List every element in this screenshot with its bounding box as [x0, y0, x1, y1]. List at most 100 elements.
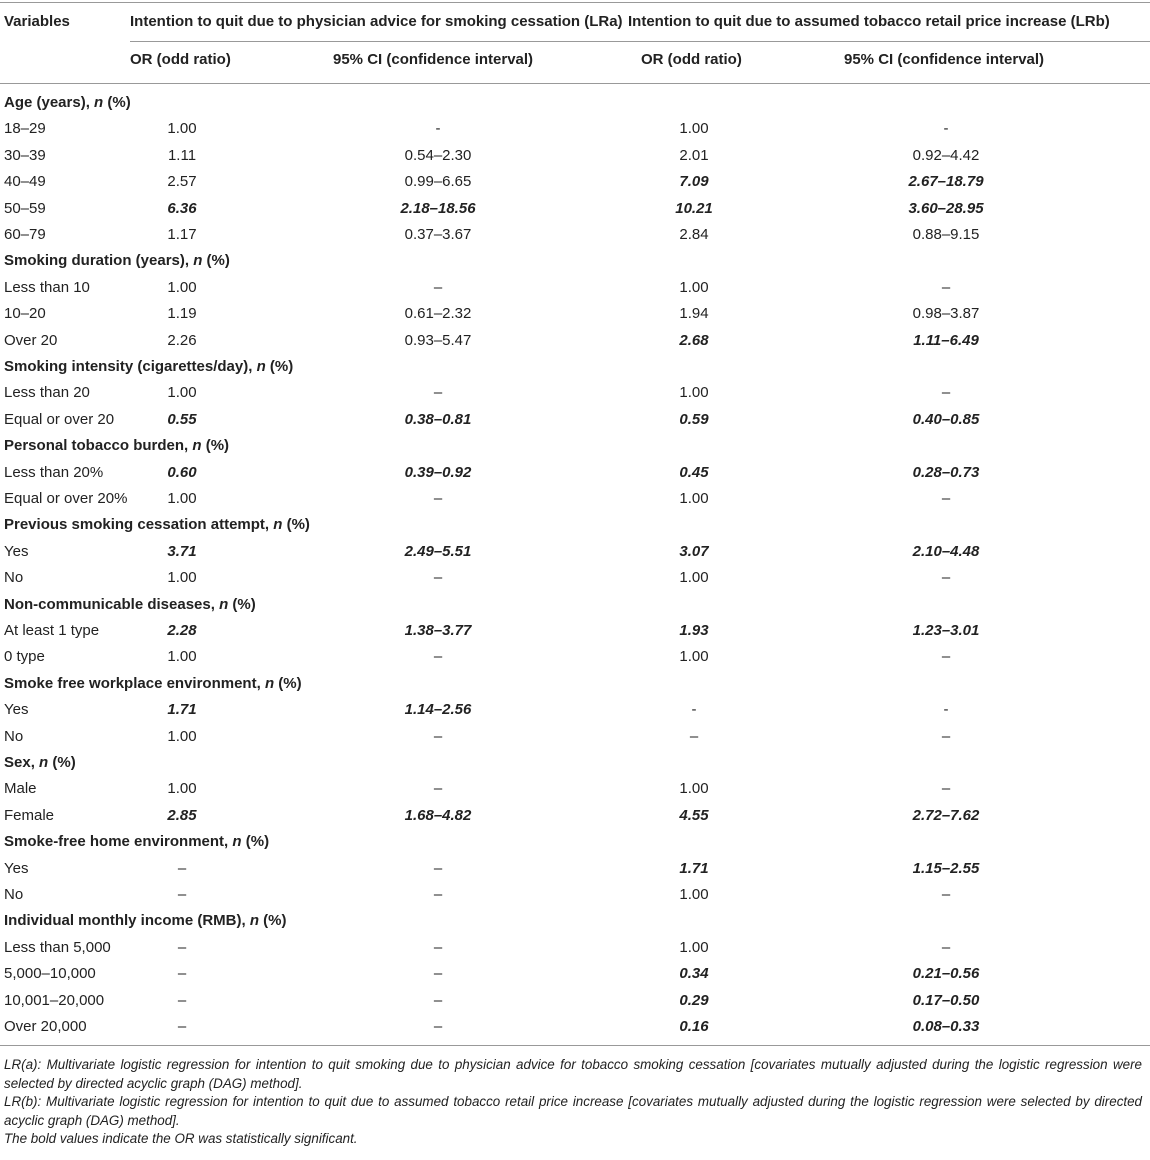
cell: 1.15–2.55	[912, 859, 980, 877]
column-header: OR (odd ratio)	[130, 51, 231, 68]
cell: –	[941, 384, 951, 402]
row-label: 40–49	[4, 173, 46, 191]
cell: –	[177, 886, 187, 903]
cell: 1.17	[167, 226, 197, 243]
row-label: 18–29	[4, 120, 46, 138]
section-label: Individual monthly income (RMB), n (%)	[4, 912, 287, 930]
row-label: 0 type	[4, 648, 45, 666]
footnote: LR(b): Multivariate logistic regression …	[4, 1094, 1142, 1128]
cell: –	[433, 938, 443, 956]
row-label: Over 20,000	[4, 1018, 87, 1035]
cell: 1.11	[167, 146, 197, 164]
cell: 2.28	[167, 622, 197, 639]
cell: 3.60–28.95	[908, 199, 984, 217]
cell: 10.21	[675, 199, 713, 217]
cell: -	[691, 701, 697, 719]
cell: 2.84	[679, 226, 709, 243]
cell: 1.00	[679, 120, 709, 138]
cell: 0.38–0.81	[404, 410, 472, 428]
cell: 7.09	[679, 173, 709, 191]
cell: 1.94	[679, 305, 709, 323]
column-header: OR (odd ratio)	[641, 51, 742, 68]
cell: –	[433, 384, 443, 402]
bottom-rule	[0, 1045, 1150, 1046]
cell: 2.10–4.48	[912, 542, 980, 560]
cell: -	[943, 701, 949, 719]
cell: 0.45	[679, 463, 709, 481]
cell: 0.98–3.87	[912, 305, 980, 323]
cell: 1.11–6.49	[913, 331, 979, 349]
cell: 1.71	[679, 859, 709, 877]
header-variables: Variables	[4, 13, 70, 30]
row-label: Male	[4, 780, 37, 798]
cell: 1.00	[167, 727, 197, 745]
cell: –	[433, 991, 443, 1009]
cell: 2.57	[167, 173, 197, 191]
cell: –	[941, 938, 951, 956]
row-label: Less than 20%	[4, 463, 104, 481]
cell: 1.93	[679, 622, 709, 639]
column-header: 95% CI (confidence interval)	[844, 51, 1045, 68]
cell: –	[941, 780, 951, 798]
cell: 0.37–3.67	[404, 226, 472, 243]
cell: 2.26	[167, 331, 197, 349]
cell: 0.21–0.56	[912, 965, 980, 983]
cell: –	[941, 886, 951, 903]
cell: –	[433, 490, 443, 507]
cell: 3.71	[167, 542, 197, 560]
cell: 0.08–0.33	[912, 1018, 980, 1035]
footnote: LR(a): Multivariate logistic regression …	[4, 1057, 1142, 1091]
cell: –	[433, 1018, 443, 1035]
row-label: 30–39	[4, 146, 46, 164]
cell: 1.00	[167, 648, 197, 666]
cell: –	[433, 859, 443, 877]
section-label: Smoking duration (years), n (%)	[4, 252, 230, 270]
cell: 1.00	[167, 780, 197, 798]
row-label: Equal or over 20%	[4, 490, 128, 507]
cell: 0.28–0.73	[912, 463, 980, 481]
cell: –	[689, 727, 699, 745]
cell: –	[177, 991, 187, 1009]
row-label: No	[4, 727, 24, 745]
cell: –	[433, 727, 443, 745]
cell: 0.59	[679, 410, 709, 428]
row-label: Yes	[4, 859, 29, 877]
row-label: Yes	[4, 542, 29, 560]
cell: –	[177, 965, 187, 983]
cell: –	[941, 569, 951, 587]
section-label: Non-communicable diseases, n (%)	[4, 595, 256, 613]
footnotes: LR(a): Multivariate logistic regression …	[4, 1056, 1142, 1149]
row-label: Over 20	[4, 331, 58, 349]
cell: 6.36	[167, 199, 197, 217]
cell: 1.00	[679, 490, 709, 507]
cell: 2.68	[679, 331, 709, 349]
cell: 1.00	[167, 120, 197, 138]
cell: 1.00	[167, 278, 197, 296]
cell: 0.39–0.92	[404, 463, 472, 481]
cell: 1.00	[679, 886, 709, 903]
cell: 0.61–2.32	[404, 305, 472, 323]
cell: 1.68–4.82	[404, 806, 472, 824]
section-label: Previous smoking cessation attempt, n (%…	[4, 516, 310, 534]
cell: 1.00	[167, 569, 197, 587]
section-label: Smoke-free home environment, n (%)	[4, 833, 270, 851]
cell: 0.55	[167, 410, 197, 428]
row-label: Yes	[4, 701, 29, 719]
cell: –	[433, 278, 443, 296]
cell: 0.16	[679, 1018, 709, 1035]
cell: 1.71	[167, 701, 197, 719]
cell: 1.19	[167, 305, 197, 323]
section-label: Age (years), n (%)	[4, 94, 131, 111]
cell: –	[941, 727, 951, 745]
header-rule	[0, 83, 1150, 84]
row-label: Less than 10	[4, 278, 90, 296]
cell: 4.55	[679, 806, 709, 824]
cell: 1.00	[679, 278, 709, 296]
cell: –	[177, 859, 187, 877]
cell: –	[941, 490, 951, 507]
cell: 0.54–2.30	[404, 146, 472, 164]
group-header: Intention to quit due to assumed tobacco…	[628, 13, 1110, 30]
cell: 1.00	[679, 384, 709, 402]
cell: 0.40–0.85	[912, 410, 980, 428]
